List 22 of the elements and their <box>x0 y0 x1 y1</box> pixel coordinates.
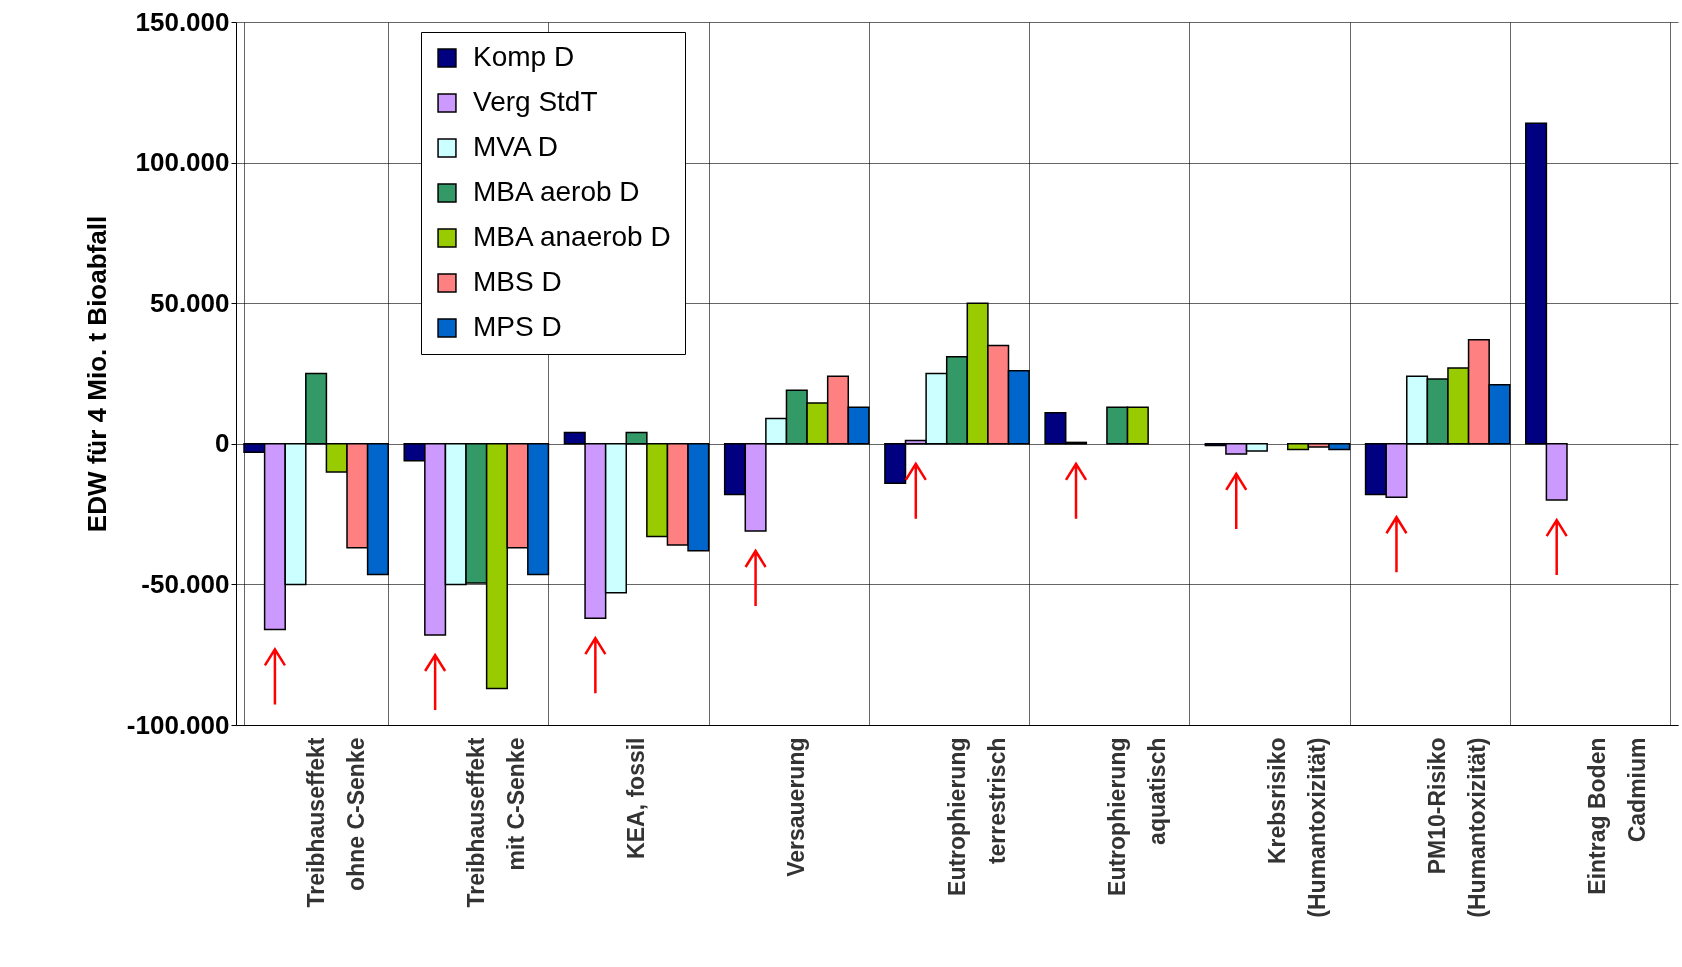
legend-label: Verg StdT <box>473 86 598 117</box>
x-tick-label: Eutrophierung aquatisch <box>1103 737 1170 896</box>
legend-label: MBA aerob D <box>473 176 640 207</box>
x-tick-label: KEA, fossil <box>623 737 650 859</box>
y-tick-label: 150.000 <box>135 6 230 37</box>
x-tick-label: Eintrag Boden Cadmium <box>1584 737 1651 895</box>
y-tick-label: -50.000 <box>141 568 230 599</box>
x-tick-label: PM10-Risiko (Humantoxizität) <box>1424 737 1491 918</box>
y-axis-title: EDW für 4 Mio. t Bioabfall <box>81 215 112 533</box>
x-tick-label: Versauerung <box>783 737 810 877</box>
x-tick-label: Krebsrisiko (Humantoxizität) <box>1263 737 1330 918</box>
y-tick-label: 50.000 <box>149 287 230 318</box>
legend-label: MBA anaerob D <box>473 221 671 252</box>
y-tick-label: 0 <box>215 428 230 459</box>
legend-label: MBS D <box>473 266 562 297</box>
y-tick-label: -100.000 <box>126 709 230 740</box>
legend-label: Komp D <box>473 41 575 72</box>
legend-label: MPS D <box>473 311 562 342</box>
x-tick-label: Treibhauseffekt ohne C-Senke <box>302 737 369 908</box>
x-tick-label: Eutrophierung terrestrisch <box>943 737 1010 896</box>
y-tick-label: 100.000 <box>135 147 230 178</box>
legend-label: MVA D <box>473 131 559 162</box>
